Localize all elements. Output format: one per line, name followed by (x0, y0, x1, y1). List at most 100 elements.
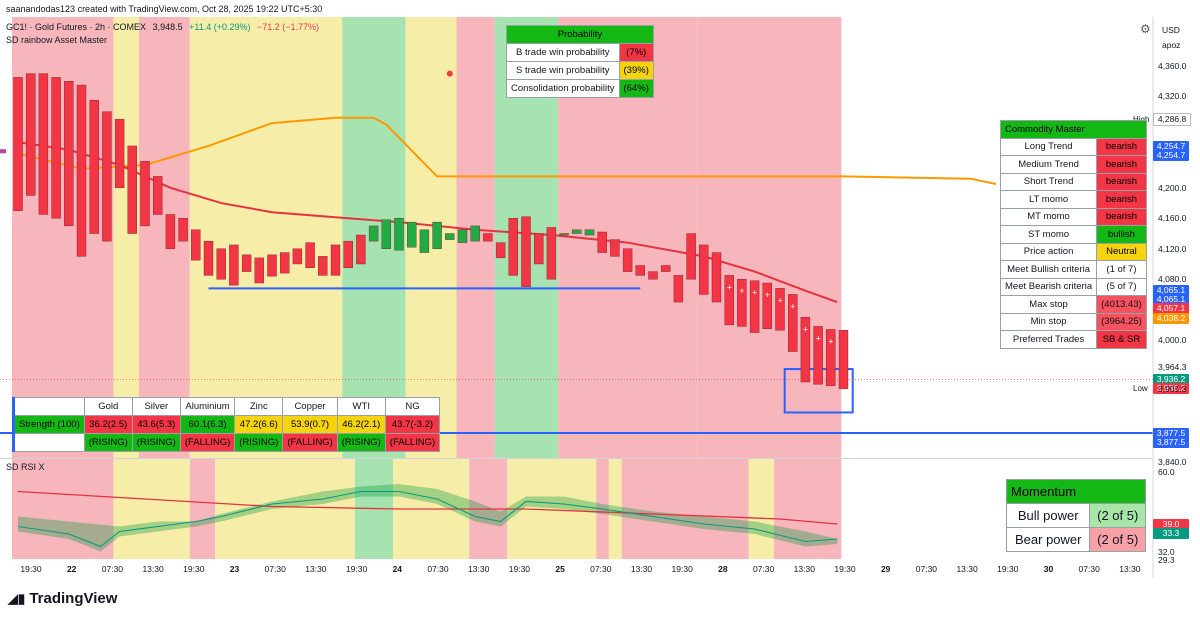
candle (229, 244, 239, 286)
price-axis-label: 4,320.0 (1158, 91, 1187, 102)
commodity-header: Zinc (234, 397, 284, 416)
time-axis-label: 07:30 (915, 564, 938, 574)
left-marker (0, 149, 6, 154)
symbol-name[interactable]: GC1! · Gold Futures · 2h · COMEX (6, 22, 147, 32)
candle (318, 256, 328, 276)
rsi-zone (774, 459, 842, 559)
candle (762, 282, 772, 329)
price-tag: 4,057.1 (1153, 303, 1189, 315)
candle (635, 265, 645, 276)
rsi-signal-line (17, 490, 838, 525)
time-axis-label: 22 (66, 564, 77, 574)
signal-marker: + (803, 324, 808, 334)
commodity-row-label: Price action (999, 242, 1098, 261)
price-tag: 4,038.2 (1153, 312, 1189, 324)
price-axis-label: 4,080.0 (1158, 274, 1187, 285)
time-axis-label: 19:30 (508, 564, 531, 574)
candle (737, 279, 747, 327)
high-label: High (1131, 115, 1152, 124)
strength-status: (RISING) (83, 433, 133, 452)
commodity-header: Silver (131, 397, 181, 416)
candle (38, 73, 49, 215)
rsi-indicator-name[interactable]: SD RSI X (6, 462, 45, 472)
price-tag: 3,877.5 (1153, 427, 1189, 439)
commodity-row-value: bearish (1096, 137, 1147, 156)
currency-label[interactable]: USD (1162, 25, 1180, 35)
strength-value: 43.7(-3.2) (384, 415, 441, 434)
commodity-row-label: MT momo (999, 207, 1098, 226)
price-axis-label: 3,840.0 (1158, 456, 1187, 467)
strength-value: 60.1(6.3) (179, 415, 236, 434)
price-axis-label: 4,360.0 (1158, 61, 1187, 71)
unit-label[interactable]: apoz (1162, 40, 1181, 50)
rsi-zone (215, 459, 355, 559)
candle (394, 218, 404, 251)
signal-marker: + (765, 290, 770, 300)
candle (419, 229, 430, 253)
time-axis-label: 13:30 (793, 564, 815, 574)
low-value: 3,901.3 (1158, 384, 1187, 394)
momentum-table: Momentum Bull power (2 of 5) Bear power (2 … (1005, 479, 1146, 552)
candle (76, 84, 87, 257)
time-axis-label: 25 (555, 564, 565, 574)
candle (508, 218, 518, 276)
rsi-axis-label: 60.0 (1158, 466, 1175, 477)
commodity-row-label: Long Trend (999, 137, 1098, 156)
indicator-name[interactable]: SD rainbow Asset Master (6, 35, 108, 45)
strength-value: 36.2(2.5) (83, 415, 133, 434)
candle (267, 254, 277, 277)
candle (64, 81, 74, 227)
time-axis-label: 13:30 (956, 564, 978, 574)
candle (711, 252, 722, 303)
strength-status: (FALLING) (384, 433, 441, 452)
time-axis-label: 13:30 (142, 564, 164, 574)
commodity-row-value: (1 of 7) (1096, 260, 1147, 279)
rsi-zone (12, 459, 114, 559)
trend-zone (697, 17, 842, 458)
commodity-master-table: Commodity Master Long Trend bearish Medium… (999, 120, 1147, 349)
probability-row-label: S trade win probability (506, 61, 620, 80)
strength-corner (12, 397, 85, 416)
candle (749, 280, 760, 333)
time-axis-label: 13:30 (1119, 564, 1141, 574)
rsi-tag: 33.3 (1153, 528, 1189, 540)
tradingview-logo[interactable]: ◢▮ TradingView (8, 590, 117, 607)
commodity-row-value: bearish (1096, 207, 1147, 226)
tradingview-logo-text: TradingView (29, 590, 118, 607)
commodity-row-label: Preferred Trades (999, 330, 1098, 349)
time-axis-label: 19:30 (671, 564, 693, 574)
symbol-line: GC1! · Gold Futures · 2h · COMEX 3,948.5… (6, 22, 319, 32)
candle (546, 227, 557, 280)
high-value-tag: 4,286.8 (1153, 113, 1191, 126)
candle (280, 252, 290, 274)
candle (445, 233, 455, 240)
time-axis-label: 19:30 (997, 564, 1019, 574)
strength-table: Gold Silver Aluminium Zinc Copper WTI NG Stren… (12, 397, 441, 452)
commodity-row-label: Short Trend (999, 172, 1098, 191)
candle (330, 244, 341, 276)
trend-zone (113, 17, 139, 458)
probability-row-label: B trade win probability (506, 43, 620, 62)
price-axis-label: 4,000.0 (1158, 335, 1187, 346)
price-change: +11.4 (+0.29%) (189, 22, 251, 32)
candle (686, 233, 696, 280)
settings-gear-icon[interactable]: ⚙ (1140, 22, 1151, 36)
candle (381, 219, 391, 249)
candle (559, 233, 569, 236)
probability-title: Probability (506, 25, 654, 44)
commodity-header: NG (384, 397, 441, 416)
candle (457, 229, 468, 243)
candle (165, 214, 176, 249)
commodity-row-value: (5 of 7) (1096, 277, 1147, 296)
commodity-row-label: Min stop (999, 312, 1098, 331)
time-axis-label: 13:30 (630, 564, 653, 574)
commodity-row-value: (3964.25) (1096, 312, 1147, 331)
candle (356, 234, 366, 265)
candle (140, 160, 150, 227)
time-axis-label: 29 (880, 564, 891, 574)
candle (673, 275, 684, 303)
rsi-axis-label: 32.0 (1158, 546, 1175, 557)
price-tag: 4,254.7 (1153, 149, 1189, 161)
